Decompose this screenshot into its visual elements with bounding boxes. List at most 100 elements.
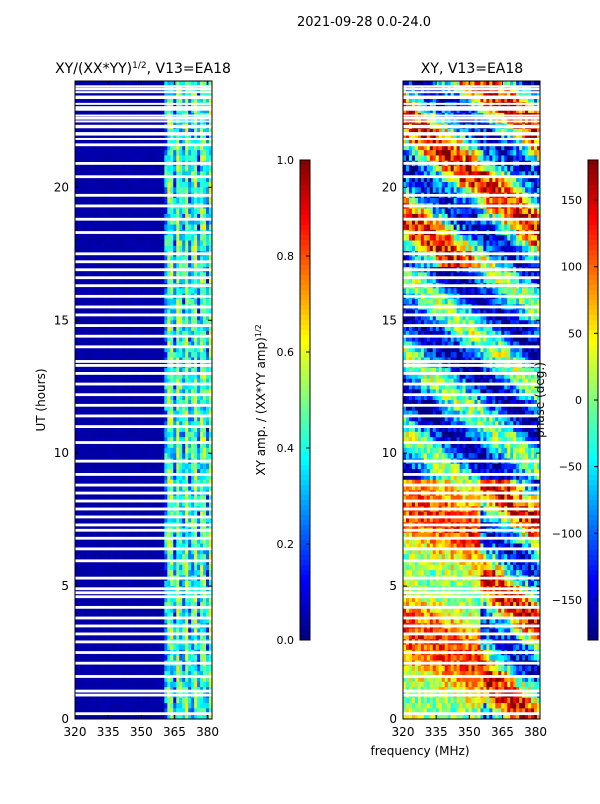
amplitude-cell [113, 166, 118, 172]
amplitude-cell [149, 426, 153, 433]
amplitude-cell [134, 187, 138, 194]
amplitude-cell [116, 352, 121, 358]
amplitude-cell [152, 612, 156, 619]
amplitude-cell [149, 405, 153, 412]
amplitude-cell [119, 102, 124, 108]
amplitude-cell [167, 325, 171, 332]
amplitude-cell [101, 176, 106, 183]
amplitude-cell [104, 447, 109, 454]
amplitude-cell [203, 150, 207, 156]
amplitude-cell [170, 341, 174, 348]
amplitude-cell [155, 405, 159, 412]
amplitude-cell [110, 219, 115, 225]
amplitude-cell [140, 453, 144, 459]
amplitude-cell [185, 336, 189, 342]
amplitude-cell [113, 272, 118, 279]
amplitude-cell [113, 410, 118, 417]
amplitude-cell [203, 330, 207, 337]
amplitude-cell [137, 628, 141, 635]
amplitude-cell [143, 336, 147, 342]
amplitude-cell [83, 219, 88, 225]
amplitude-cell [200, 176, 204, 183]
amplitude-cell [92, 155, 97, 162]
amplitude-cell [200, 495, 204, 502]
amplitude-cell [194, 373, 198, 380]
amplitude-cell [179, 314, 183, 321]
amplitude-cell [110, 463, 115, 470]
amplitude-cell [203, 261, 207, 268]
amplitude-cell [203, 474, 207, 481]
amplitude-cell [98, 341, 103, 348]
amplitude-cell [101, 272, 106, 279]
amplitude-cell [98, 240, 103, 247]
amplitude-cell [137, 384, 141, 390]
amplitude-cell [122, 612, 127, 619]
amplitude-cell [188, 591, 192, 598]
amplitude-cell [86, 580, 91, 587]
amplitude-cell [209, 389, 213, 396]
amplitude-cell [110, 570, 115, 576]
amplitude-cell [146, 628, 150, 635]
amplitude-cell [209, 617, 213, 624]
amplitude-cell [122, 378, 127, 385]
amplitude-cell [179, 213, 183, 220]
amplitude-cell [191, 240, 195, 247]
amplitude-cell [83, 256, 88, 263]
amplitude-cell [98, 564, 103, 571]
amplitude-cell [80, 628, 85, 635]
amplitude-cell [197, 474, 201, 481]
amplitude-cell [197, 166, 201, 172]
amplitude-cell [116, 410, 121, 417]
amplitude-cell [92, 548, 97, 555]
amplitude-cell [77, 415, 82, 422]
amplitude-cell [152, 298, 156, 305]
amplitude-cell [101, 628, 106, 635]
amplitude-cell [119, 166, 124, 172]
amplitude-cell [206, 453, 210, 459]
amplitude-cell [149, 102, 153, 108]
amplitude-cell [104, 102, 109, 108]
amplitude-cell [158, 224, 162, 231]
amplitude-cell [83, 485, 88, 491]
amplitude-cell [164, 410, 168, 417]
amplitude-cell [161, 431, 165, 438]
amplitude-cell [197, 139, 201, 146]
amplitude-cell [158, 341, 162, 348]
amplitude-cell [95, 548, 100, 555]
amplitude-cell [101, 516, 106, 523]
amplitude-cell [176, 405, 180, 412]
amplitude-cell [86, 554, 91, 560]
amplitude-cell [77, 655, 82, 661]
amplitude-cell [200, 511, 204, 518]
amplitude-cell [161, 373, 165, 380]
amplitude-cell [158, 352, 162, 358]
amplitude-cell [149, 543, 153, 550]
amplitude-cell [80, 559, 85, 566]
amplitude-cell [98, 410, 103, 417]
amplitude-cell [128, 474, 132, 481]
amplitude-cell [116, 421, 121, 427]
amplitude-cell [188, 431, 192, 438]
amplitude-cell [203, 219, 207, 225]
amplitude-cell [128, 134, 132, 140]
amplitude-cell [107, 431, 112, 438]
amplitude-cell [152, 288, 156, 295]
amplitude-cell [176, 336, 180, 342]
amplitude-cell [182, 405, 186, 412]
amplitude-cell [134, 150, 138, 156]
amplitude-cell [191, 564, 195, 571]
amplitude-cell [167, 617, 171, 624]
amplitude-cell [200, 405, 204, 412]
amplitude-cell [146, 421, 150, 427]
amplitude-cell [158, 580, 162, 587]
amplitude-cell [119, 442, 124, 449]
amplitude-cell [125, 256, 130, 263]
amplitude-cell [119, 330, 124, 337]
amplitude-cell [191, 314, 195, 321]
amplitude-cell [107, 410, 112, 417]
amplitude-cell [143, 219, 147, 225]
amplitude-cell [194, 602, 198, 608]
amplitude-cell [122, 617, 127, 624]
amplitude-cell [134, 341, 138, 348]
amplitude-cell [98, 171, 103, 178]
